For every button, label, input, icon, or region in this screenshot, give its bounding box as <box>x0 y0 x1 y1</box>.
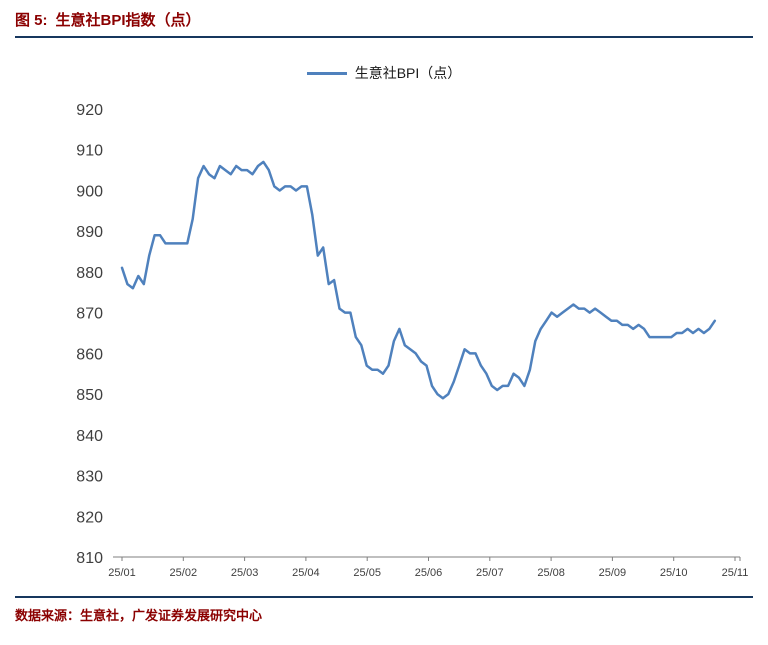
x-tick-label: 25/10 <box>660 567 688 579</box>
chart-area: 810 820 830 840 850 860 870 880 890 900 910 920 25/0… <box>0 86 768 594</box>
x-tick-label: 25/01 <box>108 567 136 579</box>
x-tick-label: 25/07 <box>476 567 504 579</box>
header-rule <box>15 36 753 38</box>
y-tick-label: 920 <box>76 102 103 119</box>
y-tick-label: 850 <box>76 387 103 404</box>
x-tick-label: 25/04 <box>292 567 320 579</box>
legend-label: 生意社BPI（点） <box>354 65 462 81</box>
y-tick-label: 870 <box>76 306 103 323</box>
figure-header: 图 5: 生意社BPI指数（点） <box>0 0 768 30</box>
x-tick-label: 25/11 <box>722 567 749 579</box>
footer-rule <box>15 596 753 598</box>
y-tick-label: 830 <box>76 469 103 486</box>
y-tick-label: 890 <box>76 224 103 241</box>
legend-line-swatch <box>306 71 347 75</box>
chart-legend: 生意社BPI（点） <box>0 64 768 82</box>
y-tick-label: 820 <box>76 509 103 526</box>
figure-label: 图 5: <box>15 12 48 29</box>
x-tick-label: 25/03 <box>231 567 259 579</box>
x-tick-label: 25/02 <box>170 567 198 579</box>
y-tick-label: 880 <box>76 265 103 282</box>
x-tick-label: 25/06 <box>415 567 443 579</box>
y-tick-label: 900 <box>76 183 103 200</box>
x-tick-label: 25/09 <box>599 567 627 579</box>
figure-title: 生意社BPI指数（点） <box>55 12 201 29</box>
y-tick-label: 910 <box>76 143 103 160</box>
y-tick-label: 840 <box>76 428 103 445</box>
bpi-line-chart: 810 820 830 840 850 860 870 880 890 900 910 920 25/0… <box>76 102 749 579</box>
source-text: 数据来源：生意社，广发证券发展研究中心 <box>15 608 263 623</box>
y-tick-label: 810 <box>76 550 103 567</box>
x-tick-label: 25/08 <box>537 567 565 579</box>
x-tick-label: 25/05 <box>353 567 381 579</box>
y-tick-label: 860 <box>76 346 103 363</box>
bpi-line-series <box>120 160 717 400</box>
